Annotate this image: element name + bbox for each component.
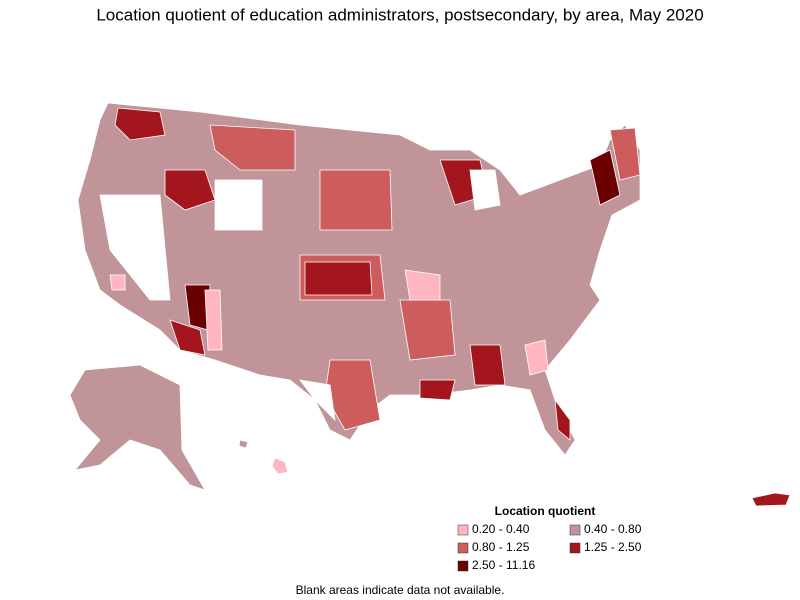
legend-swatch: [457, 524, 469, 536]
region: [319, 169, 393, 231]
legend: 0.20 - 0.40 0.40 - 0.80 0.80 - 1.25 1.25 - …: [457, 522, 642, 572]
region: [404, 269, 441, 301]
region: [114, 107, 166, 141]
legend-swatch: [457, 542, 469, 554]
blank-region: [469, 169, 501, 211]
region: [238, 439, 249, 449]
legend-label: 0.40 - 0.80: [584, 522, 642, 536]
blank-region: [214, 179, 263, 231]
legend-label: 0.80 - 1.25: [472, 540, 530, 554]
region: [399, 299, 456, 361]
map-regions: [69, 102, 791, 507]
region: [304, 261, 373, 296]
region: [204, 289, 223, 351]
blank-region: [99, 194, 171, 301]
region: [169, 319, 206, 356]
region: [589, 149, 621, 206]
region: [524, 339, 549, 376]
legend-label: 0.20 - 0.40: [472, 522, 530, 536]
legend-swatch: [457, 560, 469, 572]
map-title: Location quotient of education administr…: [96, 5, 703, 24]
region: [554, 398, 571, 441]
region: [609, 127, 641, 181]
legend-label: 1.25 - 2.50: [584, 540, 642, 554]
region: [271, 457, 289, 475]
blank-region: [299, 379, 336, 422]
region: [469, 344, 506, 386]
region: [209, 124, 296, 171]
region: [419, 379, 456, 401]
region: [751, 492, 791, 507]
legend-title: Location quotient: [495, 504, 596, 518]
legend-label: 2.50 - 11.16: [472, 558, 535, 572]
region: [69, 364, 206, 491]
legend-swatch: [569, 524, 581, 536]
region: [164, 169, 216, 211]
footnote: Blank areas indicate data not available.: [296, 583, 505, 597]
legend-swatch: [569, 542, 581, 554]
region: [109, 274, 126, 291]
